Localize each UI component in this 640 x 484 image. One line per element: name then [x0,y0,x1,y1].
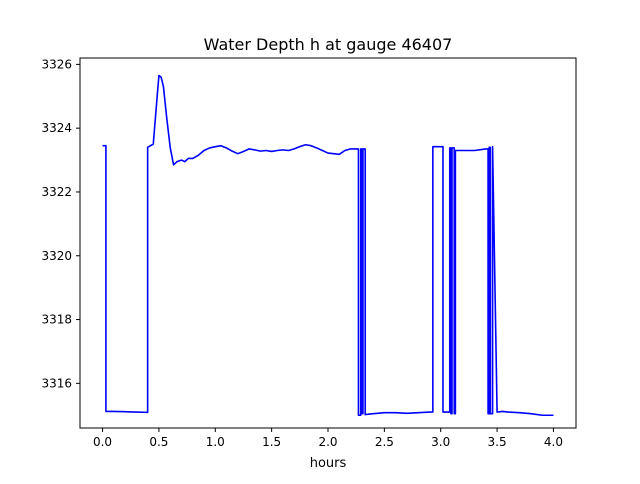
x-tick-label: 0.5 [149,435,168,449]
x-tick-label: 3.0 [431,435,450,449]
x-tick-label: 3.5 [488,435,507,449]
x-tick-label: 2.5 [375,435,394,449]
x-tick-label: 1.0 [206,435,225,449]
series-layer [102,74,554,417]
x-tick-label: 2.0 [318,435,337,449]
y-tick-label: 3320 [41,249,72,263]
x-tick-label: 0.0 [93,435,112,449]
x-tick-label: 4.0 [544,435,563,449]
x-axis-label: hours [310,456,347,471]
y-axis-ticks: 3316 3318 3320 3322 3324 3326 [41,57,80,390]
x-axis-ticks: 0.0 0.5 1.0 1.5 2.0 2.5 3.0 3.5 4.0 [93,428,563,449]
y-tick-label: 3318 [41,313,72,327]
y-tick-label: 3326 [41,57,72,71]
y-tick-label: 3322 [41,185,72,199]
series-line-0 [102,74,554,417]
chart-title: Water Depth h at gauge 46407 [204,35,453,54]
y-tick-label: 3324 [41,121,72,135]
y-tick-label: 3316 [41,376,72,390]
x-tick-label: 1.5 [262,435,281,449]
